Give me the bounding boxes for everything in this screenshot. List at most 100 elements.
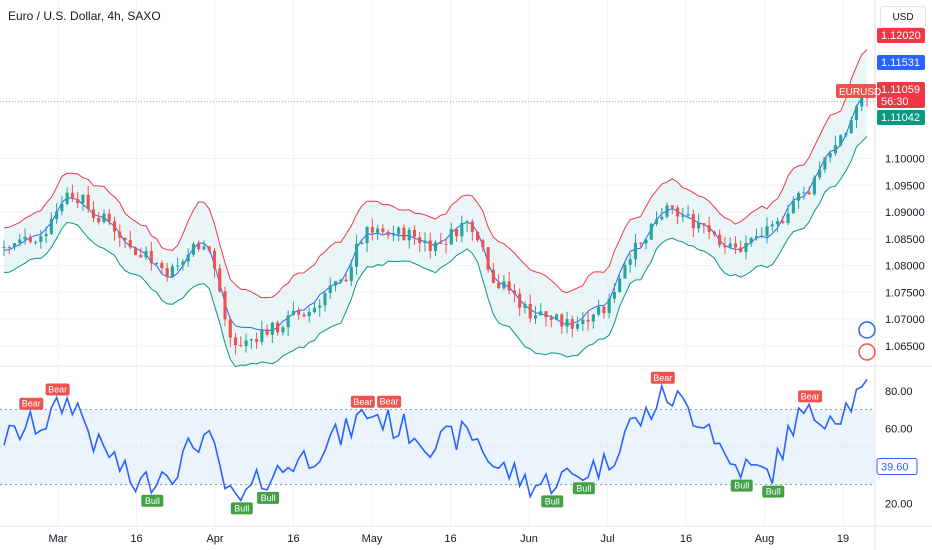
bull-signal[interactable] (762, 485, 785, 498)
candle-body[interactable] (412, 229, 417, 238)
candle-body[interactable] (376, 228, 380, 233)
bear-signal[interactable] (377, 395, 402, 408)
candle-body[interactable] (260, 329, 264, 342)
candle-body[interactable] (244, 340, 248, 347)
candle-body[interactable] (23, 236, 27, 240)
flag-icon[interactable] (858, 343, 876, 361)
candle-body[interactable] (228, 319, 232, 338)
candle-body[interactable] (65, 192, 69, 204)
candle-body[interactable] (2, 247, 6, 249)
candle-body[interactable] (233, 337, 238, 346)
candle-body[interactable] (576, 323, 580, 329)
candle-body[interactable] (12, 243, 17, 248)
candle-body[interactable] (128, 240, 132, 248)
candle-body[interactable] (497, 282, 501, 289)
candle-body[interactable] (465, 221, 469, 224)
bear-signal[interactable] (19, 397, 44, 410)
candle-body[interactable] (81, 194, 85, 204)
candle-body[interactable] (223, 291, 227, 320)
candle-body[interactable] (55, 211, 59, 219)
candle-body[interactable] (439, 242, 443, 244)
bull-signal[interactable] (230, 502, 253, 515)
candle-body[interactable] (454, 229, 459, 237)
candle-body[interactable] (681, 215, 685, 217)
candle-body[interactable] (360, 242, 364, 244)
candle-body[interactable] (807, 192, 811, 195)
candle-body[interactable] (270, 322, 274, 335)
candle-body[interactable] (460, 223, 464, 237)
candle-body[interactable] (781, 221, 785, 223)
candle-body[interactable] (797, 192, 801, 201)
candle-body[interactable] (565, 318, 569, 327)
candle-body[interactable] (423, 240, 427, 244)
candle-body[interactable] (644, 239, 648, 244)
candle-body[interactable] (476, 231, 480, 241)
candle-body[interactable] (302, 314, 306, 317)
candle-body[interactable] (333, 281, 338, 286)
candle-body[interactable] (160, 262, 164, 269)
candle-body[interactable] (860, 93, 864, 107)
candle-body[interactable] (107, 213, 111, 222)
candle-body[interactable] (186, 254, 190, 262)
candle-body[interactable] (749, 238, 753, 244)
candle-body[interactable] (102, 213, 106, 223)
candle-body[interactable] (323, 293, 327, 306)
candle-body[interactable] (844, 133, 848, 136)
candle-body[interactable] (349, 266, 353, 282)
candle-body[interactable] (265, 329, 269, 335)
bear-signal[interactable] (798, 390, 823, 403)
candle-body[interactable] (207, 246, 211, 251)
bull-signal[interactable] (257, 491, 280, 504)
candle-body[interactable] (202, 246, 206, 250)
candle-body[interactable] (623, 264, 627, 279)
candle-body[interactable] (544, 311, 548, 318)
candle-body[interactable] (397, 227, 401, 235)
candle-body[interactable] (86, 194, 90, 210)
candle-body[interactable] (512, 290, 517, 294)
candle-body[interactable] (523, 303, 527, 308)
candle-body[interactable] (570, 318, 574, 329)
candle-body[interactable] (581, 319, 585, 324)
candle-body[interactable] (70, 192, 74, 200)
candle-body[interactable] (770, 224, 774, 227)
candle-body[interactable] (91, 209, 96, 218)
candle-body[interactable] (791, 200, 795, 214)
candle-body[interactable] (149, 251, 153, 264)
candle-body[interactable] (649, 223, 653, 240)
candle-body[interactable] (660, 216, 664, 220)
candle-body[interactable] (602, 306, 606, 314)
candle-body[interactable] (854, 106, 859, 121)
bull-signal[interactable] (730, 479, 753, 492)
candle-body[interactable] (702, 223, 706, 226)
candle-body[interactable] (7, 247, 11, 249)
candle-body[interactable] (470, 221, 474, 232)
bear-signal[interactable] (45, 383, 70, 396)
candle-body[interactable] (728, 243, 732, 248)
candle-body[interactable] (802, 192, 806, 194)
candle-body[interactable] (518, 293, 522, 308)
candle-body[interactable] (354, 243, 359, 267)
candle-body[interactable] (155, 262, 159, 264)
candle-body[interactable] (528, 303, 532, 319)
candle-body[interactable] (607, 298, 611, 314)
candle-body[interactable] (39, 236, 43, 242)
candle-body[interactable] (560, 314, 564, 327)
candle-body[interactable] (212, 250, 217, 269)
candle-body[interactable] (139, 255, 143, 258)
candle-body[interactable] (418, 237, 422, 244)
candle-body[interactable] (402, 227, 406, 241)
candle-body[interactable] (297, 310, 301, 315)
candle-body[interactable] (712, 231, 716, 235)
candle-body[interactable] (249, 339, 253, 341)
candle-body[interactable] (670, 205, 674, 208)
bull-signal[interactable] (141, 494, 164, 507)
candle-body[interactable] (307, 312, 311, 317)
candle-body[interactable] (618, 278, 622, 293)
currency-button[interactable]: USD (880, 6, 926, 28)
candle-body[interactable] (486, 247, 490, 270)
candle-body[interactable] (328, 285, 332, 294)
candle-body[interactable] (49, 218, 53, 234)
candle-body[interactable] (718, 234, 722, 246)
candle-body[interactable] (191, 244, 196, 255)
